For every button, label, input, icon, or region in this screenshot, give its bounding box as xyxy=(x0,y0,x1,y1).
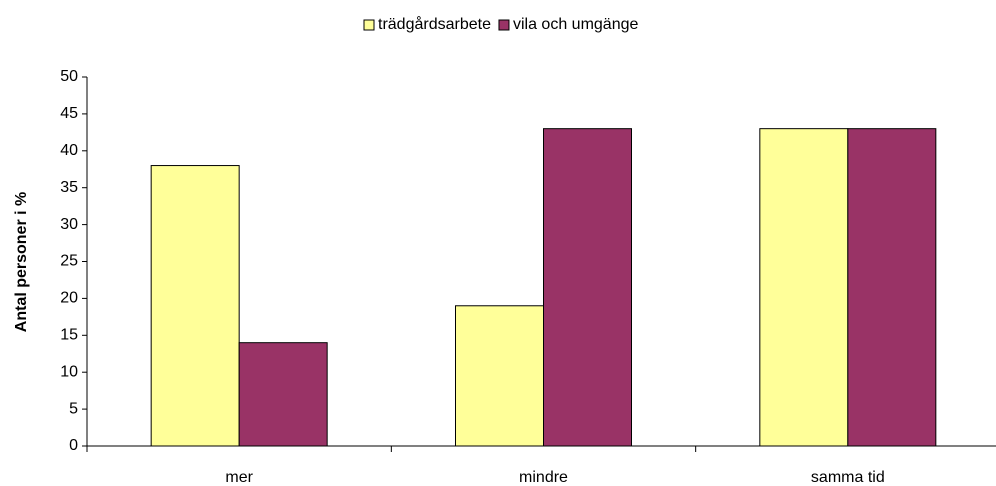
y-tick-label: 10 xyxy=(60,363,78,380)
bar xyxy=(759,128,849,447)
legend-swatch xyxy=(498,19,510,31)
bar xyxy=(543,128,632,447)
y-axis-label: Antal personer i % xyxy=(13,192,30,332)
legend-swatch xyxy=(363,19,375,31)
y-tick-label: 30 xyxy=(60,216,78,233)
y-tick-label: 25 xyxy=(60,253,78,270)
x-tick-label: mer xyxy=(225,469,253,486)
legend-label: vila och umgänge xyxy=(513,16,639,33)
legend-label: trädgårdsarbete xyxy=(378,15,491,33)
y-tick-label: 50 xyxy=(60,68,78,85)
y-tick-label: 20 xyxy=(60,290,78,307)
bar xyxy=(238,342,328,447)
x-tick-label: mindre xyxy=(519,469,568,486)
y-tick-label: 0 xyxy=(69,437,78,454)
y-tick-label: 35 xyxy=(60,179,78,196)
x-tick-label: samma tid xyxy=(811,469,885,486)
y-tick-label: 15 xyxy=(60,327,78,344)
bar xyxy=(455,305,544,447)
bar xyxy=(150,165,240,447)
y-tick-label: 5 xyxy=(69,400,78,417)
y-tick-label: 45 xyxy=(60,105,78,122)
y-tick-label: 40 xyxy=(60,142,78,159)
bar xyxy=(847,128,937,447)
